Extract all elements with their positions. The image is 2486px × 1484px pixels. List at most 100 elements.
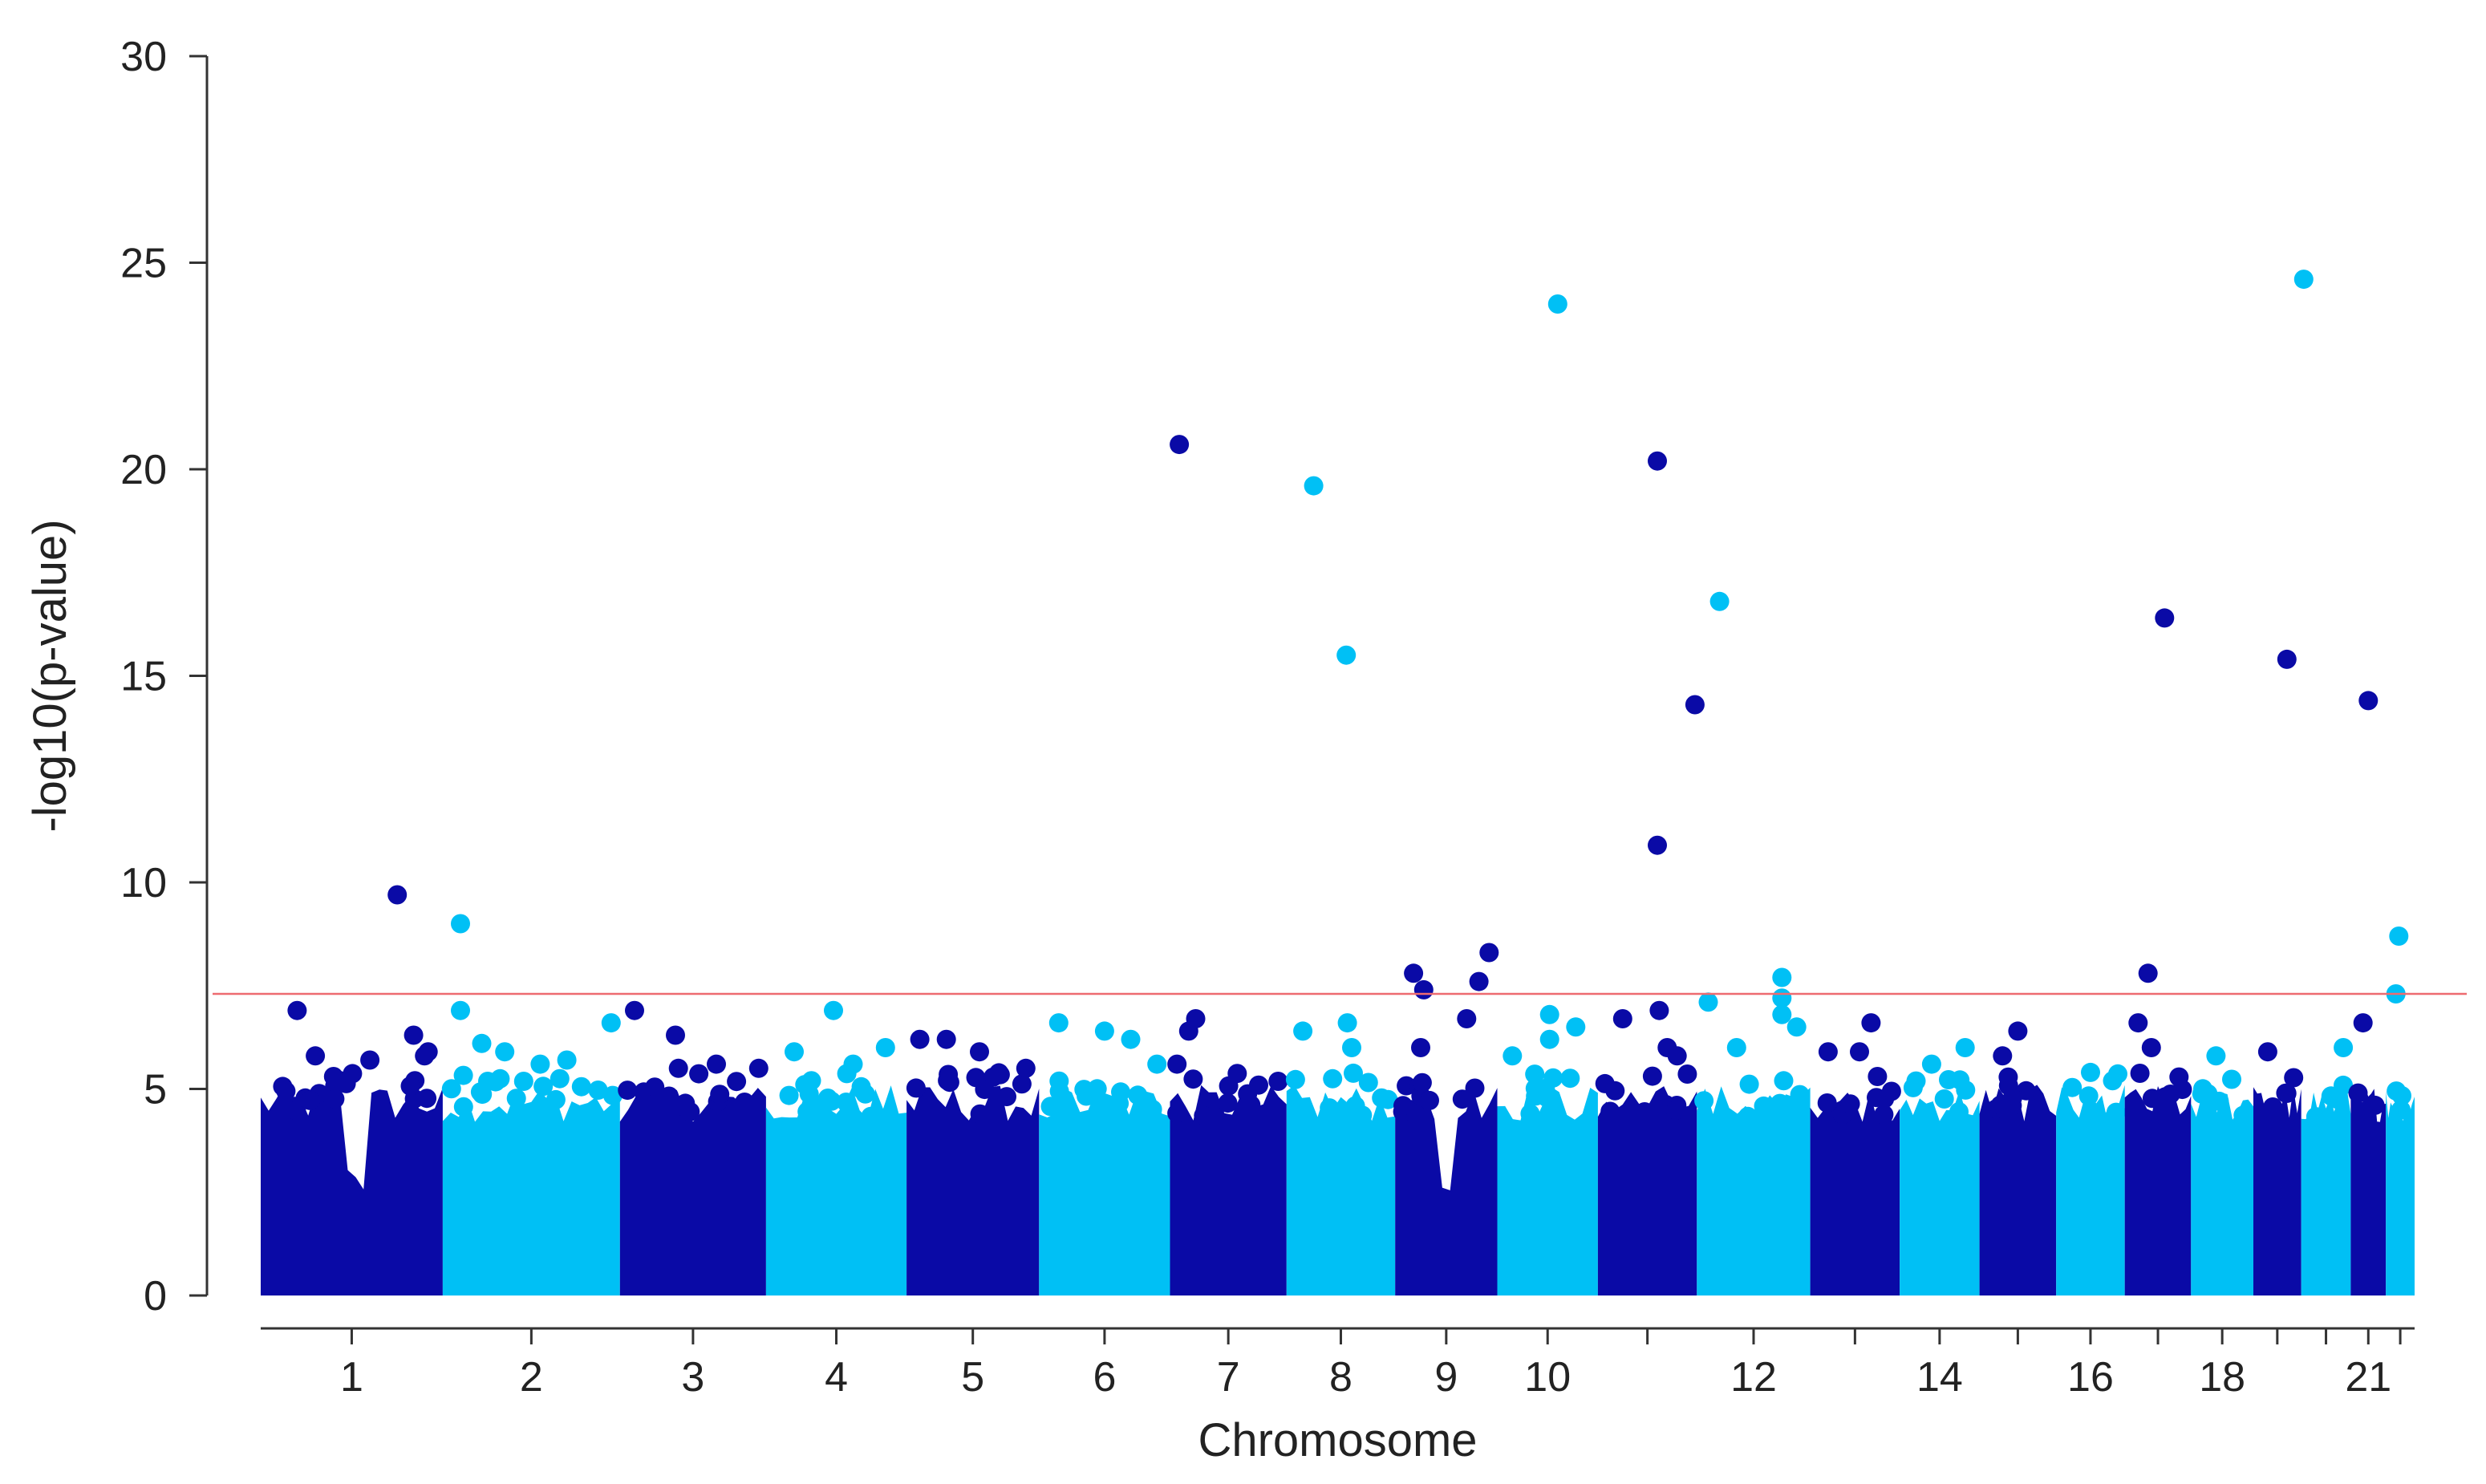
band-point	[938, 1071, 958, 1090]
band-point	[1635, 1102, 1655, 1121]
band-point	[1412, 1072, 1432, 1093]
band-point	[1372, 1088, 1392, 1108]
band-point	[1452, 1089, 1472, 1109]
y-tick-label: 30	[120, 34, 167, 80]
y-tick-label: 15	[120, 654, 167, 700]
band-point	[1087, 1079, 1107, 1099]
band-point	[735, 1093, 755, 1112]
data-point	[1648, 835, 1667, 855]
chromosome-bands	[261, 1063, 2415, 1295]
band-point	[417, 1089, 437, 1109]
data-point	[1698, 992, 1718, 1012]
band-point	[2002, 1096, 2022, 1116]
band-point	[506, 1089, 526, 1109]
band-point	[1790, 1085, 1810, 1105]
band-point	[645, 1077, 665, 1097]
band-point	[1526, 1086, 1546, 1106]
x-axis-title: Chromosome	[1198, 1414, 1477, 1466]
data-point	[1342, 1038, 1361, 1057]
band-point	[1285, 1069, 1305, 1089]
chromosome-band-16	[2056, 1085, 2125, 1295]
chromosome-band-15	[1979, 1085, 2057, 1295]
band-point	[2365, 1095, 2385, 1115]
y-tick-label: 20	[120, 447, 167, 493]
data-point	[1337, 1013, 1357, 1033]
band-point	[1934, 1089, 1954, 1109]
band-point	[779, 1085, 799, 1105]
data-point	[1685, 695, 1705, 715]
y-tick-label: 25	[120, 241, 167, 287]
band-point	[1012, 1074, 1032, 1094]
chromosome-band-8	[1286, 1085, 1396, 1295]
data-point	[1413, 979, 1434, 999]
data-point	[1167, 1054, 1187, 1074]
x-tick-label: 10	[1524, 1354, 1571, 1401]
y-tick-label: 5	[144, 1067, 167, 1113]
data-point	[1566, 1017, 1586, 1037]
data-point	[1547, 294, 1567, 314]
band-point	[588, 1081, 608, 1100]
chromosome-band-21	[2350, 1088, 2387, 1295]
data-point	[1667, 1046, 1687, 1066]
band-point	[571, 1077, 591, 1097]
band-point	[660, 1102, 680, 1122]
band-point	[2078, 1086, 2099, 1106]
band-point	[1218, 1093, 1238, 1113]
band-point	[400, 1076, 420, 1096]
band-point	[1788, 1101, 1808, 1121]
data-point	[2138, 963, 2158, 983]
band-point	[852, 1080, 872, 1099]
band-point	[1465, 1078, 1485, 1098]
data-point	[1955, 1038, 1975, 1057]
data-point	[1336, 645, 1357, 665]
band-point	[1268, 1072, 1288, 1091]
band-point	[1595, 1073, 1615, 1093]
x-tick-label: 9	[1434, 1354, 1458, 1401]
band-point	[1642, 1066, 1662, 1086]
band-point	[441, 1079, 461, 1099]
chromosome-band-11	[1597, 1086, 1697, 1295]
band-point	[861, 1106, 881, 1126]
data-point	[451, 914, 470, 934]
chromosome-band-2	[442, 1086, 620, 1295]
chromosome-band-6	[1039, 1088, 1170, 1295]
y-tick-label: 10	[120, 860, 167, 906]
band-point	[2306, 1107, 2326, 1127]
data-point	[1612, 1009, 1632, 1028]
data-point	[1993, 1046, 2013, 1066]
data-point	[1539, 1029, 1559, 1049]
data-point	[1411, 1038, 1430, 1057]
band-point	[1393, 1096, 1413, 1116]
band-point	[1677, 1064, 1697, 1084]
y-axis-ticks: 0 5 10 15 20 25 30	[120, 34, 207, 1320]
band-point	[325, 1089, 345, 1109]
band-point	[2392, 1086, 2411, 1105]
data-point	[1921, 1054, 1941, 1074]
chromosome-band-14	[1900, 1090, 1980, 1295]
band-point	[1040, 1097, 1061, 1117]
data-point	[1709, 591, 1730, 611]
y-tick-label: 0	[144, 1273, 167, 1320]
band-point	[1420, 1090, 1439, 1110]
band-point	[1694, 1091, 1714, 1111]
data-point	[1147, 1054, 1167, 1074]
chromosome-band-1	[261, 1085, 443, 1295]
chromosome-band-4	[765, 1085, 907, 1295]
data-point	[2257, 1042, 2277, 1062]
band-point	[659, 1086, 679, 1106]
chromosome-band-22	[2386, 1090, 2415, 1295]
band-point	[1939, 1070, 1958, 1089]
band-point	[1249, 1075, 1268, 1095]
band-point	[1874, 1105, 1894, 1125]
x-tick-label: 5	[961, 1354, 984, 1401]
data-point	[1772, 1004, 1792, 1024]
band-point	[2348, 1083, 2368, 1103]
band-point	[1227, 1064, 1247, 1084]
band-point	[618, 1081, 638, 1101]
band-point	[1094, 1105, 1114, 1125]
band-point	[1774, 1071, 1794, 1091]
band-point	[453, 1065, 473, 1085]
band-point	[1323, 1068, 1343, 1089]
band-point	[818, 1089, 837, 1108]
data-point	[472, 1033, 492, 1053]
